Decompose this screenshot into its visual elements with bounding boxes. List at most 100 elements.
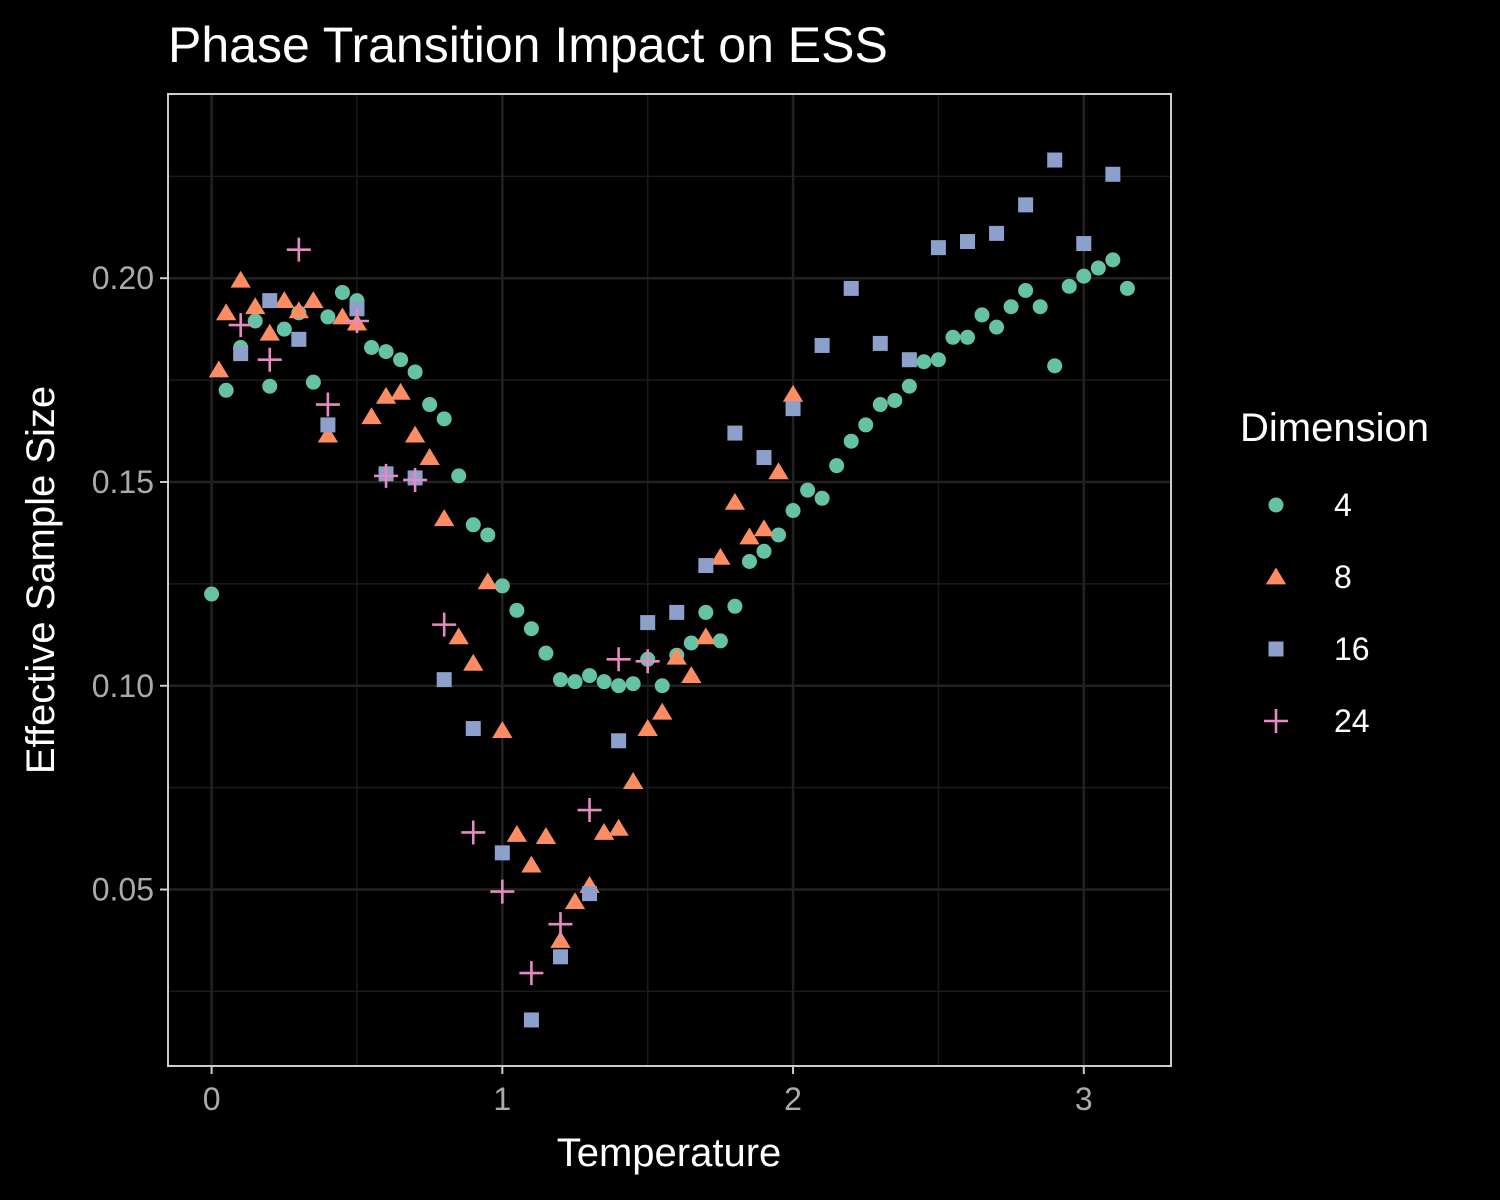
data-point <box>698 558 714 574</box>
data-point <box>492 721 513 738</box>
data-point <box>538 645 554 661</box>
x-tick-label: 3 <box>1075 1081 1093 1117</box>
plot-border <box>167 93 1172 1067</box>
data-point <box>361 407 382 425</box>
x-tick-label: 2 <box>784 1081 802 1117</box>
data-point <box>739 527 760 545</box>
data-point <box>640 615 656 631</box>
data-point <box>523 621 539 637</box>
data-point <box>959 234 975 250</box>
data-point <box>756 543 772 559</box>
plot-background <box>168 94 1171 1066</box>
legend-item: 4 <box>1268 487 1352 523</box>
data-point <box>550 930 571 948</box>
data-point <box>695 627 717 645</box>
data-point <box>1105 166 1121 182</box>
data-point <box>436 672 452 688</box>
data-point <box>654 678 670 694</box>
data-point <box>451 468 467 484</box>
data-point <box>1119 280 1135 296</box>
legend-item: 8 <box>1265 559 1352 595</box>
data-point <box>403 467 428 492</box>
data-point <box>567 674 583 690</box>
legend-key <box>1268 641 1284 657</box>
data-point <box>262 293 278 309</box>
data-point <box>611 733 627 749</box>
data-point <box>727 598 743 614</box>
data-point <box>724 492 746 510</box>
data-point <box>465 517 481 533</box>
data-point <box>872 397 888 413</box>
data-point <box>582 668 598 684</box>
data-point <box>741 553 757 569</box>
data-point <box>228 313 253 338</box>
data-point <box>208 360 230 378</box>
chart-title: Phase Transition Impact on ESS <box>168 17 888 73</box>
data-point <box>611 678 627 694</box>
data-point <box>407 364 423 380</box>
data-point <box>901 352 917 368</box>
data-point <box>989 319 1005 335</box>
data-point <box>1032 299 1048 315</box>
data-point <box>901 378 917 394</box>
data-point <box>465 721 481 737</box>
y-tick-label: 0.20 <box>92 260 154 296</box>
data-point <box>887 392 903 408</box>
data-point <box>204 586 220 602</box>
data-point <box>215 303 237 321</box>
data-point <box>477 572 498 590</box>
data-point <box>625 676 641 692</box>
data-point <box>480 527 496 543</box>
data-point <box>390 382 411 400</box>
data-point <box>843 280 859 296</box>
series-4 <box>204 252 1135 694</box>
data-point <box>419 448 440 465</box>
data-point <box>218 382 234 398</box>
data-point <box>461 820 486 845</box>
data-point <box>1105 252 1121 268</box>
legend-item: 16 <box>1268 631 1370 667</box>
data-point <box>872 335 888 351</box>
data-point <box>320 309 336 325</box>
data-point <box>288 301 309 319</box>
data-point <box>608 818 629 836</box>
data-point <box>814 337 830 353</box>
data-point <box>959 329 975 345</box>
data-point <box>436 411 452 427</box>
y-axis-label: Effective Sample Size <box>19 386 63 774</box>
legend-item: 24 <box>1264 703 1370 739</box>
data-point <box>552 672 568 688</box>
legend: Dimension 4 8 16 24 <box>1240 406 1429 739</box>
data-point <box>930 240 946 256</box>
series-16 <box>233 152 1121 1028</box>
data-point <box>404 425 426 443</box>
data-point <box>712 633 728 649</box>
data-point <box>262 378 278 394</box>
data-point <box>930 352 946 368</box>
legend-label: 24 <box>1334 703 1370 739</box>
data-point <box>564 892 586 910</box>
x-axis-label: Temperature <box>557 1131 782 1175</box>
legend-key <box>1268 497 1284 513</box>
data-point <box>378 344 394 360</box>
legend-title: Dimension <box>1240 406 1429 450</box>
y-tick-label: 0.15 <box>92 464 154 500</box>
data-point <box>233 346 249 362</box>
data-point <box>506 825 528 842</box>
data-point <box>800 482 816 498</box>
data-point <box>989 225 1005 241</box>
data-point <box>494 845 510 861</box>
data-point <box>1047 152 1063 168</box>
data-point <box>1003 299 1019 315</box>
data-point <box>1061 278 1077 294</box>
data-point <box>771 527 787 543</box>
data-point <box>276 321 292 337</box>
data-point <box>753 519 775 537</box>
data-point <box>945 329 961 345</box>
y-tick-label: 0.05 <box>92 872 154 908</box>
legend-label: 4 <box>1334 487 1352 523</box>
data-point <box>393 352 409 368</box>
data-point <box>374 463 399 488</box>
data-point <box>1090 260 1106 276</box>
legend-key <box>1265 567 1287 585</box>
